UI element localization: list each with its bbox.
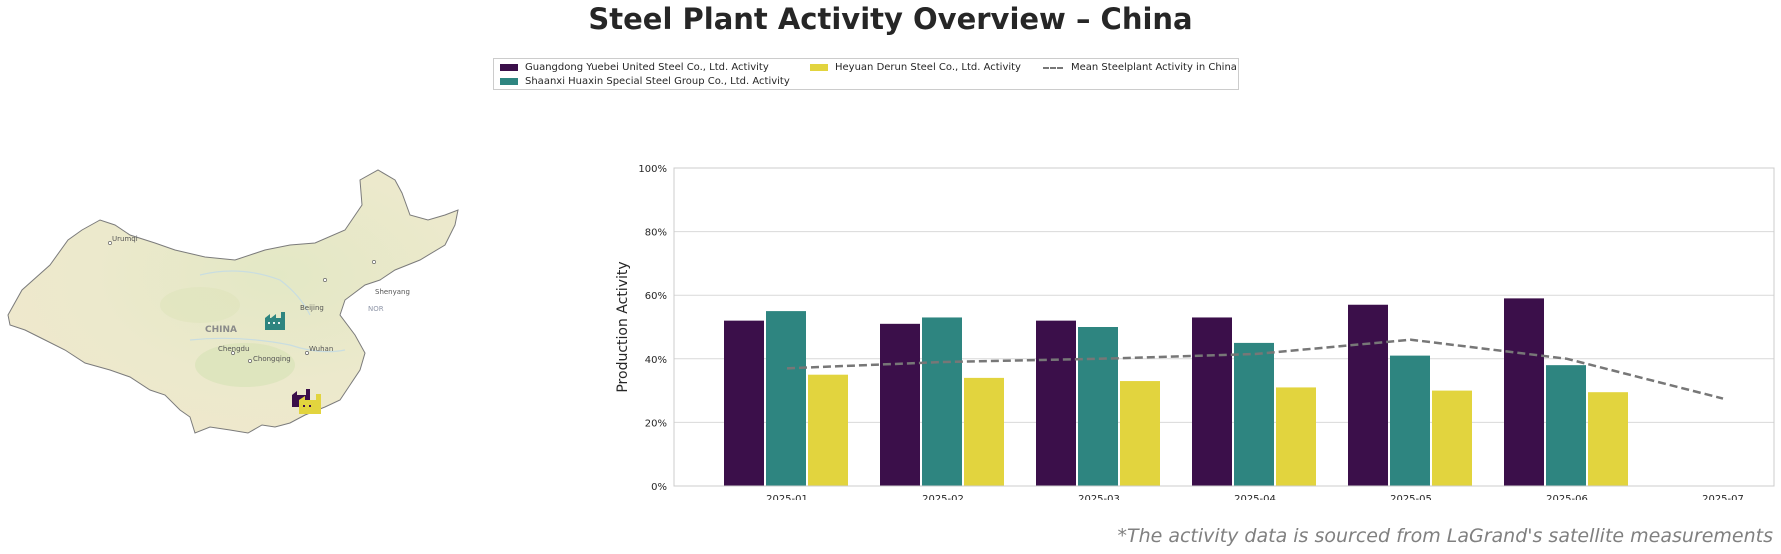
legend: Guangdong Yuebei United Steel Co., Ltd. …	[493, 58, 1239, 90]
city-label-urumqi: Urumqi	[112, 235, 138, 243]
y-tick-label: 0%	[651, 482, 667, 493]
bar	[766, 311, 806, 486]
terrain-shade	[160, 287, 240, 323]
bar	[724, 320, 764, 486]
mean-line-path	[786, 338, 1724, 400]
city-dot	[323, 278, 327, 282]
bar	[1192, 317, 1232, 486]
x-tick-label: 2025-06	[1546, 494, 1588, 500]
bar	[1390, 355, 1430, 486]
river-line	[189, 337, 346, 353]
chart-title: Steel Plant Activity Overview – China	[588, 2, 1193, 36]
plot-frame	[673, 167, 1775, 487]
x-tick-labels: 2025-01 2025-02 2025-03 2025-04 2025-05 2025-…	[766, 494, 1744, 500]
legend-swatch	[810, 64, 828, 71]
legend-item-heyuan: Heyuan Derun Steel Co., Ltd. Activity	[810, 62, 1021, 73]
x-tick-label: 2025-04	[1234, 494, 1276, 500]
country-label: CHINA	[205, 325, 237, 335]
city-dot	[108, 241, 112, 245]
legend-item-guangdong: Guangdong Yuebei United Steel Co., Ltd. …	[500, 62, 769, 73]
legend-label: Heyuan Derun Steel Co., Ltd. Activity	[835, 62, 1021, 73]
legend-label: Guangdong Yuebei United Steel Co., Ltd. …	[525, 62, 769, 73]
y-tick-label: 20%	[645, 418, 667, 429]
bar	[1276, 387, 1316, 486]
y-tick-labels: 0% 20% 40% 60% 80% 100%	[638, 164, 667, 493]
bar	[1120, 381, 1160, 486]
x-tick-label: 2025-05	[1390, 494, 1432, 500]
y-tick-label: 80%	[645, 228, 667, 239]
footnote: *The activity data is sourced from LaGra…	[1117, 525, 1773, 547]
bar	[808, 374, 848, 486]
china-map: Urumqi Beijing Shenyang NOR CHINA Chengd…	[7, 169, 459, 434]
legend-label: Shaanxi Huaxin Special Steel Group Co., …	[525, 76, 790, 87]
bar	[1348, 304, 1388, 486]
city-label-chengdu: Chengdu	[218, 345, 249, 353]
city-label-shenyang: Shenyang	[375, 288, 410, 296]
city-dot	[248, 359, 252, 363]
x-tick-label: 2025-03	[1078, 494, 1120, 500]
legend-label: Mean Steelplant Activity in China	[1071, 62, 1237, 73]
factory-icon	[299, 394, 321, 414]
bar	[964, 377, 1004, 486]
legend-swatch	[500, 78, 518, 85]
river-line	[199, 270, 311, 316]
bar	[1036, 320, 1076, 486]
legend-dash	[1043, 66, 1063, 69]
bar	[1078, 327, 1118, 486]
bar	[1504, 298, 1544, 486]
bars	[724, 298, 1628, 486]
city-dot	[305, 351, 309, 355]
city-label-chongqing: Chongqing	[253, 355, 291, 363]
terrain-shade	[195, 343, 295, 387]
city-label-wuhan: Wuhan	[309, 345, 333, 353]
x-tick-label: 2025-01	[766, 494, 808, 500]
sea-label: NOR	[368, 305, 384, 313]
legend-item-shaanxi: Shaanxi Huaxin Special Steel Group Co., …	[500, 76, 790, 87]
bar	[1588, 392, 1628, 486]
x-tick-label: 2025-02	[922, 494, 964, 500]
bar-chart: 0% 20% 40% 60% 80% 100% 2025-01 2025-02 2025-03…	[615, 164, 1775, 500]
bar	[1432, 390, 1472, 486]
y-tick-label: 60%	[645, 291, 667, 302]
city-dot	[231, 351, 235, 355]
bar	[880, 323, 920, 486]
city-dot	[372, 260, 376, 264]
bar	[1234, 342, 1274, 486]
city-label-beijing: Beijing	[300, 304, 324, 312]
legend-item-mean: Mean Steelplant Activity in China	[1043, 62, 1237, 73]
bar	[922, 317, 962, 486]
x-tick-label: 2025-07	[1702, 494, 1744, 500]
y-tick-label: 40%	[645, 355, 667, 366]
bar	[1546, 365, 1586, 486]
legend-swatch	[500, 64, 518, 71]
y-tick-label: 100%	[638, 164, 667, 175]
mean-line	[786, 338, 1724, 400]
y-axis-label: Production Activity	[615, 261, 631, 392]
factory-icon	[265, 312, 285, 330]
